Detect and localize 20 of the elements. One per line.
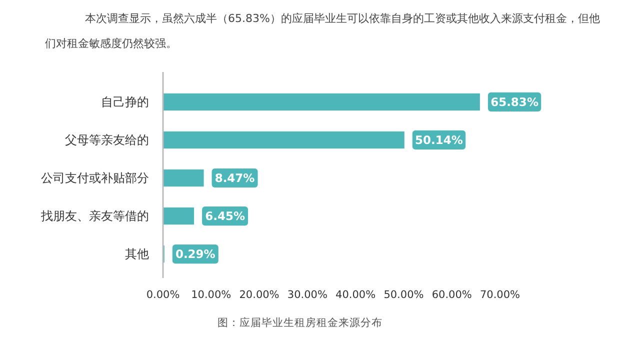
y-tick-label: 自己挣的 (101, 95, 149, 110)
x-tick-label: 0.00% (146, 289, 180, 301)
x-tick-label: 60.00% (432, 289, 472, 301)
x-tick-label: 50.00% (384, 289, 424, 301)
y-tick-label: 公司支付或补贴部分 (41, 171, 149, 186)
data-label: 0.29% (175, 247, 216, 262)
data-label: 50.14% (415, 133, 464, 148)
text: 图：应届毕业生租房租金来源分布 (218, 316, 382, 329)
x-tick-label: 70.00% (480, 289, 520, 301)
y-tick-label: 找朋友、亲友等借的 (40, 209, 149, 224)
x-tick-label: 30.00% (287, 289, 328, 301)
x-tick-label: 40.00% (336, 289, 376, 301)
data-label: 6.45% (205, 209, 246, 224)
text: 本次调查显示，虽然六成半（65.83%）的应届毕业生可以依靠自身的工资或其他收入来源支付租金，但他们对租金敏感度仍然较强。 (45, 12, 600, 50)
x-tick-label: 20.00% (239, 289, 280, 301)
y-tick-label: 父母等亲友给的 (65, 133, 149, 148)
data-label: 8.47% (214, 171, 256, 186)
y-tick-label: 其他 (125, 247, 149, 262)
data-label: 65.83% (490, 94, 539, 109)
x-tick-label: 10.00% (191, 289, 232, 301)
